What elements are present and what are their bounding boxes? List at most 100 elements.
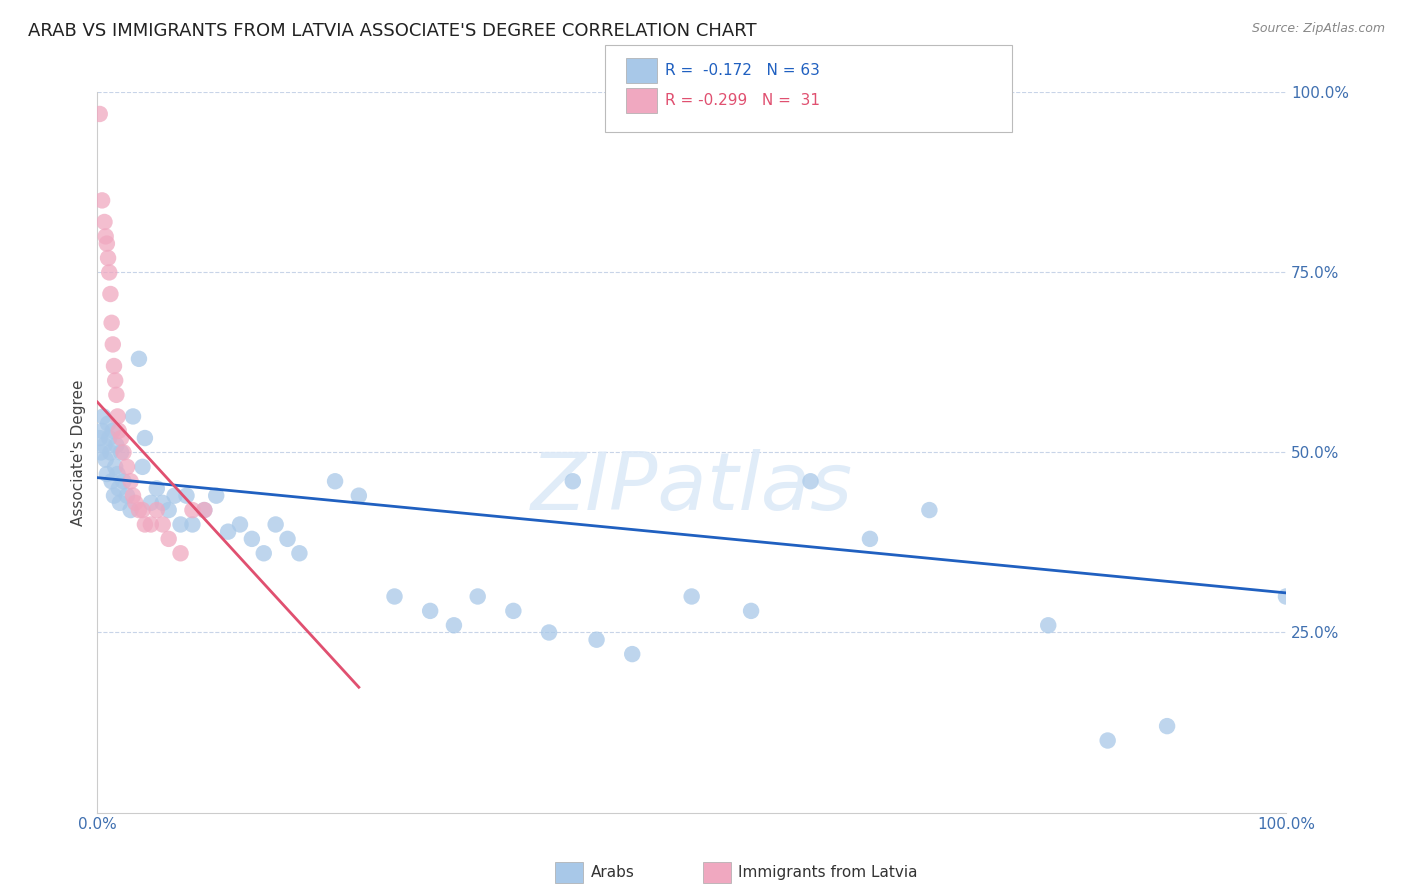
Point [217,524,239,539]
Point [157,503,180,517]
Point [107,482,129,496]
Point [100,445,122,459]
Text: R = -0.299   N =  31: R = -0.299 N = 31 [665,94,820,108]
Point [193,503,215,517]
Point [110,431,132,445]
Point [131,503,153,517]
Y-axis label: Associate's Degree: Associate's Degree [72,379,86,525]
Point [98,431,121,445]
Point [107,424,129,438]
Point [105,388,128,402]
Point [323,475,346,489]
Point [264,517,287,532]
Point [105,438,128,452]
Point [918,503,941,517]
Point [288,546,311,560]
Point [112,475,135,489]
Point [1097,733,1119,747]
Point [93,438,115,452]
Point [103,359,125,373]
Text: ARAB VS IMMIGRANTS FROM LATVIA ASSOCIATE'S DEGREE CORRELATION CHART: ARAB VS IMMIGRANTS FROM LATVIA ASSOCIATE… [28,22,756,40]
Point [122,409,145,424]
Point [585,632,607,647]
Point [169,546,191,560]
Point [93,215,115,229]
Point [96,467,118,481]
Point [134,517,156,532]
Point [419,604,441,618]
Point [1156,719,1178,733]
Point [240,532,263,546]
Point [97,251,120,265]
Point [139,517,162,532]
Point [94,229,117,244]
Point [107,409,129,424]
Point [384,590,406,604]
Point [101,424,124,438]
Point [104,373,127,387]
Point [107,467,129,481]
Point [621,647,644,661]
Point [799,475,821,489]
Point [91,409,114,424]
Point [128,503,150,517]
Point [859,532,882,546]
Point [139,496,162,510]
Text: R =  -0.172   N = 63: R = -0.172 N = 63 [665,63,820,78]
Point [108,496,131,510]
Point [120,475,142,489]
Point [115,459,138,474]
Point [347,489,370,503]
Point [120,503,142,517]
Point [98,265,121,279]
Point [104,459,127,474]
Point [176,489,198,503]
Point [169,517,191,532]
Point [537,625,560,640]
Point [1038,618,1060,632]
Point [253,546,276,560]
Point [152,496,174,510]
Point [205,489,228,503]
Point [115,489,138,503]
Point [128,351,150,366]
Point [122,489,145,503]
Point [100,287,122,301]
Point [110,445,132,459]
Point [103,489,125,503]
Point [1275,590,1298,604]
Point [163,489,186,503]
Point [100,316,122,330]
Point [277,532,299,546]
Point [467,590,489,604]
Point [101,337,124,351]
Point [89,431,111,445]
Point [740,604,762,618]
Text: Source: ZipAtlas.com: Source: ZipAtlas.com [1251,22,1385,36]
Point [146,482,169,496]
Point [89,107,111,121]
Point [181,503,204,517]
Text: Arabs: Arabs [591,865,634,880]
Point [181,517,204,532]
Point [94,452,117,467]
Point [193,503,215,517]
Point [91,424,114,438]
Text: ZIPatlas: ZIPatlas [530,450,852,527]
Point [134,431,156,445]
Point [146,503,169,517]
Point [157,532,180,546]
Point [131,459,153,474]
Point [229,517,252,532]
Point [97,417,120,431]
Point [443,618,465,632]
Point [91,194,114,208]
Point [681,590,703,604]
Point [124,496,146,510]
Point [96,236,118,251]
Point [112,445,135,459]
Point [152,517,174,532]
Point [502,604,524,618]
Point [100,475,122,489]
Text: Immigrants from Latvia: Immigrants from Latvia [738,865,918,880]
